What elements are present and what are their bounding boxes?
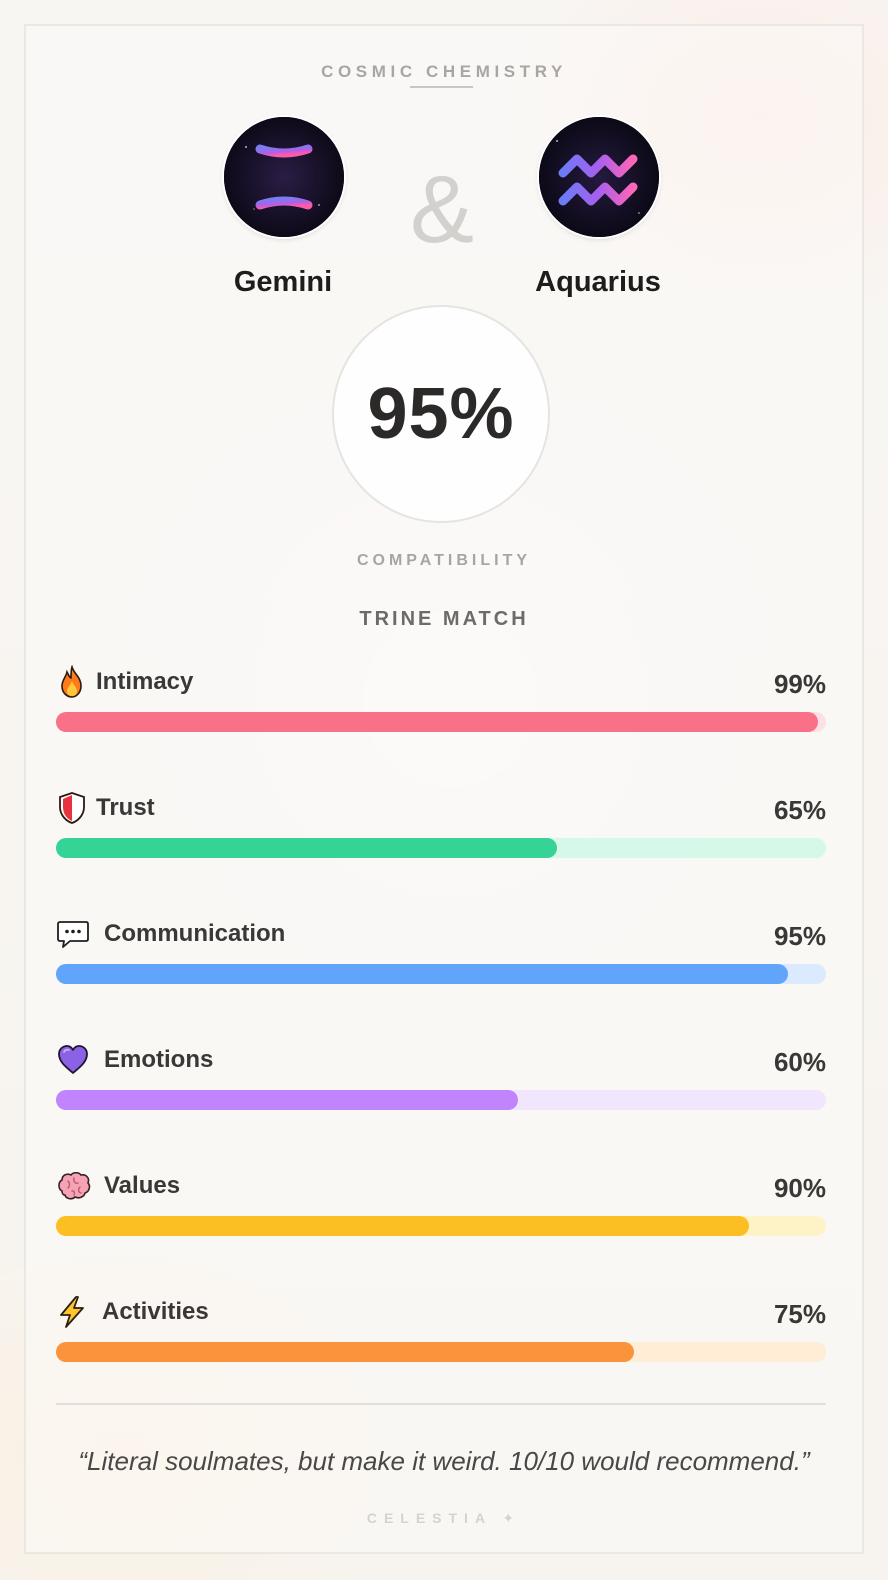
progress-track <box>56 1090 826 1110</box>
metric-label: Emotions <box>104 1046 214 1073</box>
card-title: COSMIC CHEMISTRY <box>321 62 567 81</box>
progress-track <box>56 712 826 732</box>
progress-fill <box>56 964 788 984</box>
quote-text: “Literal soulmates, but make it weird. 1… <box>78 1446 810 1476</box>
metric-values: Values 90% <box>56 1169 826 1252</box>
progress-fill <box>56 712 819 732</box>
metric-label: Values <box>104 1172 181 1199</box>
metric-value: 75% <box>773 1299 826 1329</box>
metric-communication: Communication 95% <box>56 920 826 1000</box>
match-type: TRINE MATCH <box>359 608 529 630</box>
compatibility-score: 95% <box>367 374 515 454</box>
metric-label: Intimacy <box>96 668 194 695</box>
progress-track <box>56 1342 826 1362</box>
metric-value: 99% <box>773 669 826 699</box>
divider <box>56 1403 826 1405</box>
metric-value: 65% <box>773 795 826 825</box>
progress-track <box>56 964 826 984</box>
metric-label: Trust <box>96 794 155 821</box>
metric-activities: Activities 75% <box>56 1295 826 1378</box>
progress-fill <box>56 1342 634 1362</box>
metric-label: Activities <box>102 1298 209 1325</box>
fire-icon <box>56 665 88 699</box>
sign-name-aquarius: Aquarius <box>535 266 661 298</box>
metric-intimacy: Intimacy 99% <box>56 665 826 748</box>
aquarius-icon <box>539 117 659 237</box>
speech-bubble-icon <box>56 917 90 951</box>
progress-track <box>56 838 826 858</box>
purple-heart-icon <box>56 1043 90 1077</box>
brand-footer: CELESTIA ✦ <box>366 1510 522 1526</box>
metric-trust: Trust 65% <box>56 791 826 874</box>
sign-name-gemini: Gemini <box>233 266 333 298</box>
compatibility-card <box>24 24 864 1554</box>
lightning-icon <box>56 1295 88 1329</box>
metric-value: 95% <box>773 921 826 951</box>
metric-label: Communication <box>104 920 286 947</box>
metric-value: 60% <box>773 1047 826 1077</box>
shield-icon <box>56 791 88 825</box>
score-label: COMPATIBILITY <box>356 552 532 569</box>
progress-fill <box>56 1216 749 1236</box>
ampersand: & <box>409 156 475 263</box>
metric-value: 90% <box>773 1173 826 1203</box>
title-underline <box>410 86 473 88</box>
progress-fill <box>56 838 557 858</box>
progress-track <box>56 1216 826 1236</box>
brain-icon <box>56 1169 92 1203</box>
gemini-icon <box>224 117 344 237</box>
progress-fill <box>56 1090 518 1110</box>
score-circle: 95% <box>332 305 550 523</box>
metric-emotions: Emotions 60% <box>56 1043 826 1126</box>
